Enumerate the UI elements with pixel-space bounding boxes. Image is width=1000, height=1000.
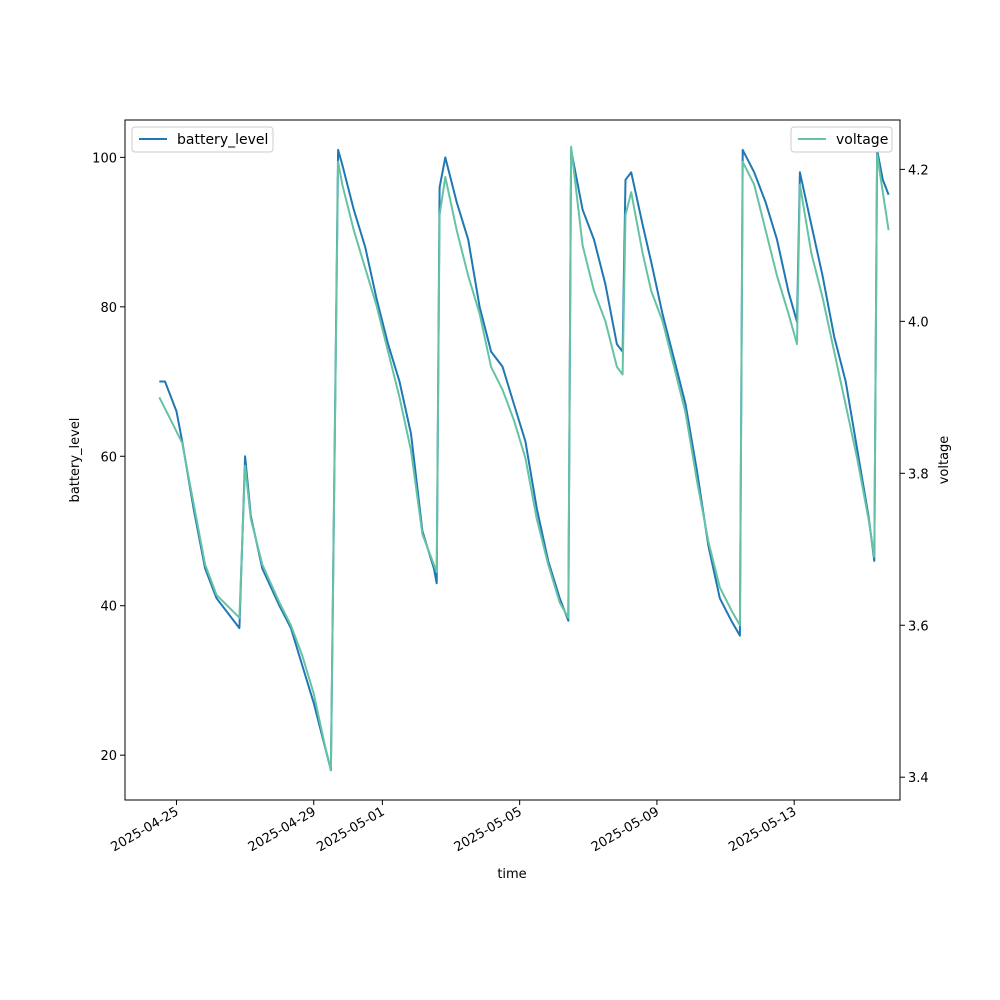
y-left-tick-label: 20 xyxy=(100,749,117,764)
y-left-tick-label: 60 xyxy=(100,450,117,465)
x-tick-label: 2025-05-01 xyxy=(314,804,387,855)
y-left-tick-label: 100 xyxy=(92,151,117,166)
y-axis-left: 20 40 60 80 100 xyxy=(92,151,125,764)
x-axis-label: time xyxy=(497,867,526,882)
y-right-tick-label: 4.2 xyxy=(908,163,929,178)
series-line-battery-level xyxy=(159,148,890,772)
x-tick-label: 2025-04-25 xyxy=(109,804,182,855)
y-axis-left-label: battery_level xyxy=(68,418,83,503)
y-right-tick-label: 3.6 xyxy=(908,619,929,634)
legend-left: battery_level xyxy=(131,126,274,153)
series-layer xyxy=(158,145,890,772)
plot-background xyxy=(125,120,900,800)
series-line-voltage xyxy=(158,145,890,771)
y-axis-right: 3.4 3.6 3.8 4.0 4.2 xyxy=(900,163,929,786)
y-axis-right-label: voltage xyxy=(937,436,952,485)
x-tick-label: 2025-05-09 xyxy=(589,804,662,855)
y-right-tick-label: 3.8 xyxy=(908,467,929,482)
legend-right: voltage xyxy=(790,126,893,153)
legend-right-label: voltage xyxy=(836,132,888,148)
x-tick-label: 2025-05-05 xyxy=(452,804,525,855)
x-tick-label: 2025-05-13 xyxy=(726,804,799,855)
y-left-tick-label: 40 xyxy=(100,600,117,615)
legend-left-label: battery_level xyxy=(177,132,268,148)
legend-right-box xyxy=(790,126,893,153)
y-right-tick-label: 3.4 xyxy=(908,771,929,786)
plot-frame xyxy=(124,119,901,801)
y-left-tick-label: 80 xyxy=(100,301,117,316)
y-right-tick-label: 4.0 xyxy=(908,315,929,330)
x-tick-label: 2025-04-29 xyxy=(246,804,319,855)
legend-left-box xyxy=(131,126,274,153)
